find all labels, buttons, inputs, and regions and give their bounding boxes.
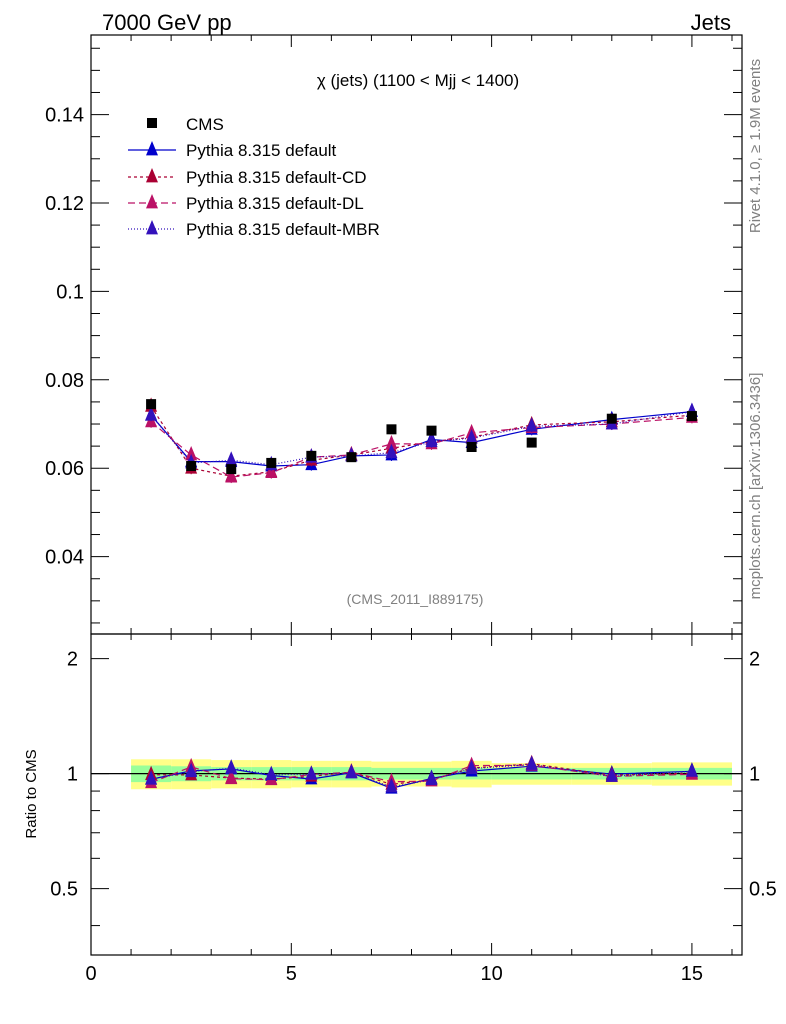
legend-label: Pythia 8.315 default-DL: [186, 194, 364, 213]
x-tick-label: 0: [85, 963, 96, 985]
ratio-y-tick-label-right: 0.5: [749, 879, 777, 901]
y-tick-label: 0.06: [45, 458, 84, 480]
ratio-y-tick-label: 2: [67, 649, 78, 671]
legend-label: Pythia 8.315 default-CD: [186, 168, 367, 187]
watermark: (CMS_2011_I889175): [347, 591, 484, 607]
data-point: [186, 461, 197, 472]
ratio-point: [605, 767, 618, 782]
series-point: [385, 443, 398, 459]
ratio-plot: 0 5 10 15 0.5 0.5 1 1 2 2: [50, 633, 777, 985]
data-point: [526, 437, 537, 448]
data-point: [606, 413, 617, 424]
data-point: [346, 452, 357, 463]
ratio-point: [305, 765, 318, 780]
series-line-1: [150, 406, 692, 477]
y-tick-label: 0.04: [45, 547, 84, 569]
ratio-y-tick-label: 0.5: [50, 879, 78, 901]
legend-label: Pythia 8.315 default-MBR: [186, 220, 380, 239]
ratio-point: [145, 770, 158, 785]
legend-label-cms: CMS: [186, 115, 224, 134]
y-tick-label: 0.1: [56, 281, 84, 303]
chart-title: χ (jets) (1100 < Mjj < 1400): [317, 71, 519, 90]
legend: CMS Pythia 8.315 default Pythia 8.315 defa…: [128, 115, 380, 239]
ratio-point: [225, 759, 238, 774]
series-point: [225, 451, 238, 466]
ratio-point: [265, 765, 278, 781]
x-tick-label: 10: [480, 963, 502, 985]
series-line-3: [150, 411, 693, 466]
ratio-y-tick-label-right: 1: [749, 764, 760, 786]
ratio-frame: [90, 633, 743, 956]
data-point: [386, 424, 397, 435]
main-plot: 0.04 0.06 0.08 0.1 0.12 0.14: [45, 34, 743, 635]
ratio-y-tick-label: 1: [67, 764, 78, 786]
x-tick-label: 15: [681, 963, 703, 985]
legend-marker: [146, 194, 158, 209]
data-point: [226, 464, 237, 475]
ratio-point: [425, 770, 438, 786]
header-left: 7000 GeV pp: [102, 10, 232, 35]
ratio-point: [225, 769, 238, 785]
y-tick-label: 0.14: [45, 105, 84, 127]
data-point: [686, 411, 697, 422]
series-point: [385, 434, 398, 450]
ratio-line-0: [150, 765, 692, 789]
data-point: [146, 399, 157, 410]
ratio-point: [185, 762, 198, 778]
x-tick-label: 5: [286, 963, 297, 985]
ratio-point: [685, 762, 698, 777]
series-point: [185, 445, 198, 461]
data-point: [426, 425, 437, 436]
legend-marker: [146, 168, 158, 183]
legend-marker: [146, 220, 158, 235]
series-line-0: [150, 411, 692, 467]
series-point: [425, 432, 438, 448]
ratio-line-1: [151, 763, 692, 785]
ratio-point: [525, 755, 538, 770]
ratio-point: [385, 777, 398, 793]
ratio-line-3: [150, 763, 692, 788]
series-point: [225, 468, 238, 483]
y-tick-label: 0.12: [45, 193, 84, 215]
rivet-label: Rivet 4.1.0, ≥ 1.9M events: [747, 59, 764, 233]
ratio-point: [465, 759, 478, 774]
ratio-ylabel: Ratio to CMS: [23, 749, 40, 838]
mcplots-label: mcplots.cern.ch [arXiv:1306.3436]: [747, 373, 764, 600]
y-tick-label: 0.08: [45, 370, 84, 392]
ratio-line-2: [150, 764, 692, 784]
data-point: [306, 450, 317, 461]
series-point: [265, 463, 278, 479]
series-point: [525, 417, 538, 432]
series-point: [145, 406, 158, 421]
ratio-y-tick-label-right: 2: [749, 649, 760, 671]
legend-marker: [146, 141, 158, 156]
data-point: [466, 442, 477, 453]
ratio-point: [345, 763, 358, 779]
series-point: [465, 429, 478, 444]
series-line-2: [150, 416, 692, 478]
legend-label: Pythia 8.315 default: [186, 141, 337, 160]
data-point: [266, 457, 277, 468]
header-right: Jets: [691, 10, 731, 35]
legend-marker-cms: [147, 118, 157, 128]
